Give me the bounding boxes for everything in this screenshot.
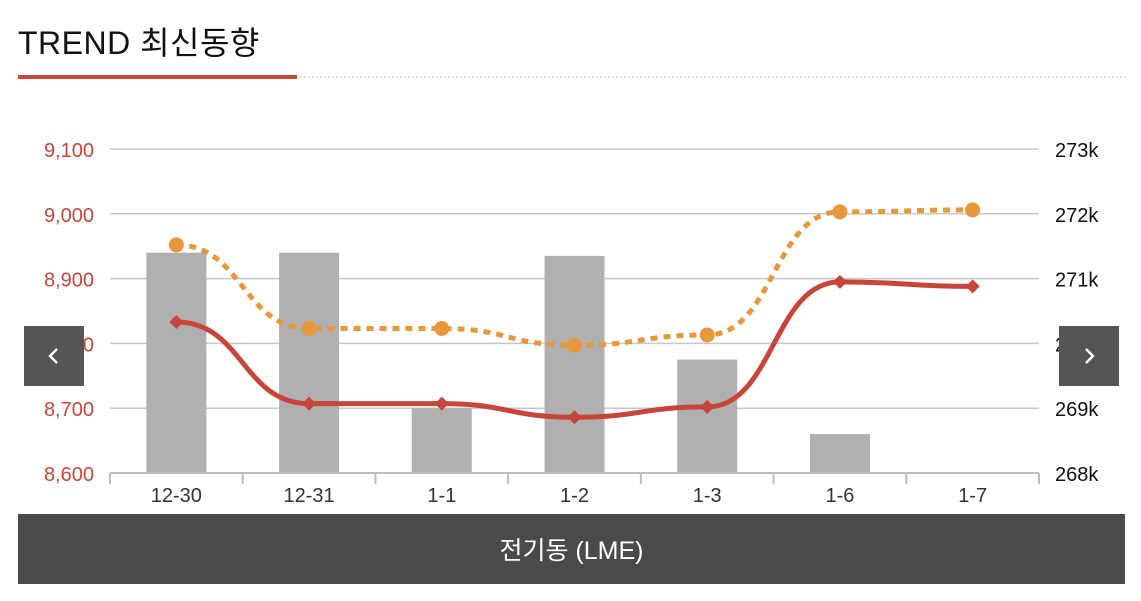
y-right-tick-label: 272k (1055, 205, 1099, 227)
next-button[interactable] (1059, 326, 1119, 386)
x-tick-label: 1-6 (825, 485, 854, 507)
y-right-tick-label: 268k (1055, 464, 1099, 486)
y-right-tick-label: 269k (1055, 399, 1099, 421)
point-circle-12-30 (168, 237, 184, 253)
trend-chart: 9,100273k9,000272k8,900271k8,800270k8,70… (44, 140, 1099, 507)
bar-12-30 (146, 252, 207, 473)
line-series (168, 202, 981, 425)
y-left-tick-label: 8,900 (44, 270, 94, 292)
bar-1-6 (809, 434, 870, 473)
footer-label: 전기동 (LME) (499, 537, 644, 565)
y-left-tick-label: 8,600 (44, 464, 94, 486)
y-left-tick-label: 9,100 (44, 140, 94, 162)
bar-1-1 (411, 408, 472, 473)
point-circle-1-7 (965, 202, 981, 218)
point-diamond-12-31 (302, 396, 317, 411)
x-tick-label: 12-30 (151, 485, 202, 507)
point-circle-1-3 (699, 327, 715, 343)
prev-button[interactable] (24, 326, 84, 386)
x-tick-label: 1-7 (958, 485, 987, 507)
point-diamond-1-2 (567, 410, 582, 425)
point-circle-12-31 (301, 320, 317, 336)
title-underline (18, 75, 297, 79)
point-diamond-12-30 (169, 315, 184, 330)
y-right-tick-label: 273k (1055, 140, 1099, 162)
x-tick-label: 1-1 (427, 485, 456, 507)
x-tick-label: 12-31 (283, 485, 334, 507)
point-diamond-1-1 (434, 396, 449, 411)
bar-1-3 (677, 359, 738, 473)
point-diamond-1-3 (700, 399, 715, 414)
y-left-tick-label: 8,700 (44, 399, 94, 421)
point-diamond-1-6 (832, 274, 847, 289)
bar-12-31 (279, 252, 340, 473)
x-axis (109, 472, 1040, 484)
point-circle-1-2 (567, 337, 582, 353)
y-right-tick-label: 271k (1055, 270, 1099, 292)
section-title: TREND 최신동향 (18, 25, 260, 61)
point-circle-1-6 (832, 204, 848, 220)
bar-1-2 (544, 255, 605, 473)
footer-bar: 전기동 (LME) (18, 514, 1125, 584)
chevron-right-icon (1085, 348, 1095, 364)
chevron-left-icon (48, 348, 58, 364)
x-tick-label: 1-2 (560, 485, 589, 507)
point-diamond-1-7 (965, 279, 980, 294)
point-circle-1-1 (434, 320, 450, 336)
bar-series (146, 252, 870, 473)
title-dotted-divider (300, 76, 1126, 78)
x-tick-label: 1-3 (693, 485, 722, 507)
y-left-tick-label: 9,000 (44, 205, 94, 227)
